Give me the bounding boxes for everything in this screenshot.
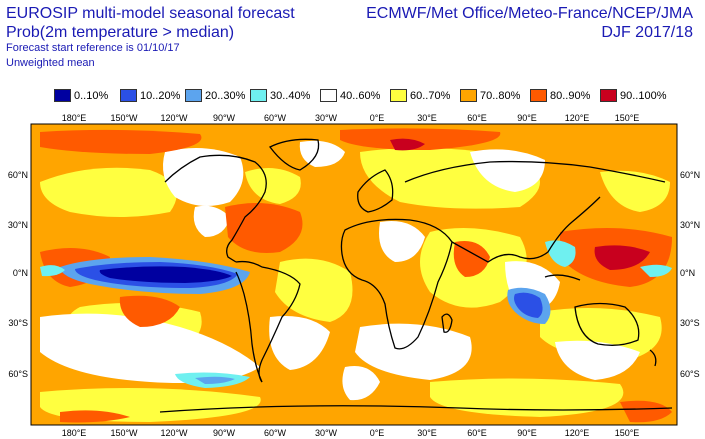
forecast-start-reference: Forecast start reference is 01/10/17 [6, 42, 180, 54]
lon-tick-label: 150°E [615, 428, 640, 438]
lon-ticks-bottom: 180°E 150°W 120°W 90°W 60°W 30°W 0°E 30°E 60°E 90… [62, 428, 640, 438]
lat-tick-label: 60°S [8, 369, 28, 379]
lat-tick-label: 60°S [680, 369, 700, 379]
legend-label: 80..90% [550, 90, 591, 102]
title-line-2: Prob(2m temperature > median) [6, 24, 235, 41]
legend-label: 20..30% [205, 90, 246, 102]
lon-tick-label: 120°W [160, 113, 188, 123]
lat-tick-label: 30°S [8, 318, 28, 328]
legend-swatch [530, 89, 547, 102]
legend-swatch [460, 89, 477, 102]
lon-tick-label: 90°W [213, 113, 236, 123]
probability-field [31, 124, 677, 425]
title-line-1: EUROSIP multi-model seasonal forecast [6, 5, 295, 22]
lon-tick-label: 60°E [467, 113, 487, 123]
legend-swatch [185, 89, 202, 102]
lon-tick-label: 120°E [565, 113, 590, 123]
legend-label: 30..40% [270, 90, 311, 102]
legend-swatch [390, 89, 407, 102]
legend-swatch [600, 89, 617, 102]
lon-tick-label: 120°W [160, 428, 188, 438]
season-title: DJF 2017/18 [601, 24, 693, 41]
lon-tick-label: 120°E [565, 428, 590, 438]
lon-tick-label: 30°W [315, 428, 338, 438]
lat-tick-label: 30°N [680, 220, 700, 230]
map-frame [30, 123, 678, 426]
lat-tick-label: 30°S [680, 318, 700, 328]
lat-tick-label: 30°N [8, 220, 28, 230]
lon-tick-label: 180°E [62, 428, 87, 438]
centres-title: ECMWF/Met Office/Meteo-France/NCEP/JMA [366, 5, 693, 22]
lon-tick-label: 30°W [315, 113, 338, 123]
lon-ticks-top: 180°E 150°W 120°W 90°W 60°W 30°W 0°E 30°E 60°E 90… [62, 113, 640, 123]
legend-swatch [54, 89, 71, 102]
lat-tick-label: 0°N [680, 268, 695, 278]
lon-tick-label: 90°E [517, 113, 537, 123]
lon-tick-label: 60°W [264, 428, 287, 438]
lat-ticks-right: 60°N 30°N 0°N 30°S 60°S [680, 170, 700, 379]
lon-tick-label: 0°E [370, 113, 385, 123]
lat-tick-label: 60°N [8, 170, 28, 180]
legend-label: 90..100% [620, 90, 667, 102]
weighting-note: Unweighted mean [6, 57, 95, 69]
legend-label: 10..20% [140, 90, 181, 102]
lon-tick-label: 30°E [417, 428, 437, 438]
lon-tick-label: 90°W [213, 428, 236, 438]
legend-swatch [250, 89, 267, 102]
legend-swatch [320, 89, 337, 102]
legend-label: 60..70% [410, 90, 451, 102]
lat-ticks-left: 60°N 30°N 0°N 30°S 60°S [8, 170, 28, 379]
lon-tick-label: 90°E [517, 428, 537, 438]
probability-map: 180°E 150°W 120°W 90°W 60°W 30°W 0°E 30°E 60°E 90… [8, 113, 700, 438]
lat-tick-label: 60°N [680, 170, 700, 180]
lon-tick-label: 150°W [110, 113, 138, 123]
legend-label: 0..10% [74, 90, 109, 102]
lon-tick-label: 150°E [615, 113, 640, 123]
lon-tick-label: 150°W [110, 428, 138, 438]
legend-label: 40..60% [340, 90, 381, 102]
legend-swatch [120, 89, 137, 102]
legend-label: 70..80% [480, 90, 521, 102]
lon-tick-label: 60°W [264, 113, 287, 123]
lon-tick-label: 30°E [417, 113, 437, 123]
lon-tick-label: 180°E [62, 113, 87, 123]
lon-tick-label: 0°E [370, 428, 385, 438]
lon-tick-label: 60°E [467, 428, 487, 438]
coastlines [159, 138, 673, 413]
lat-tick-label: 0°N [13, 268, 28, 278]
